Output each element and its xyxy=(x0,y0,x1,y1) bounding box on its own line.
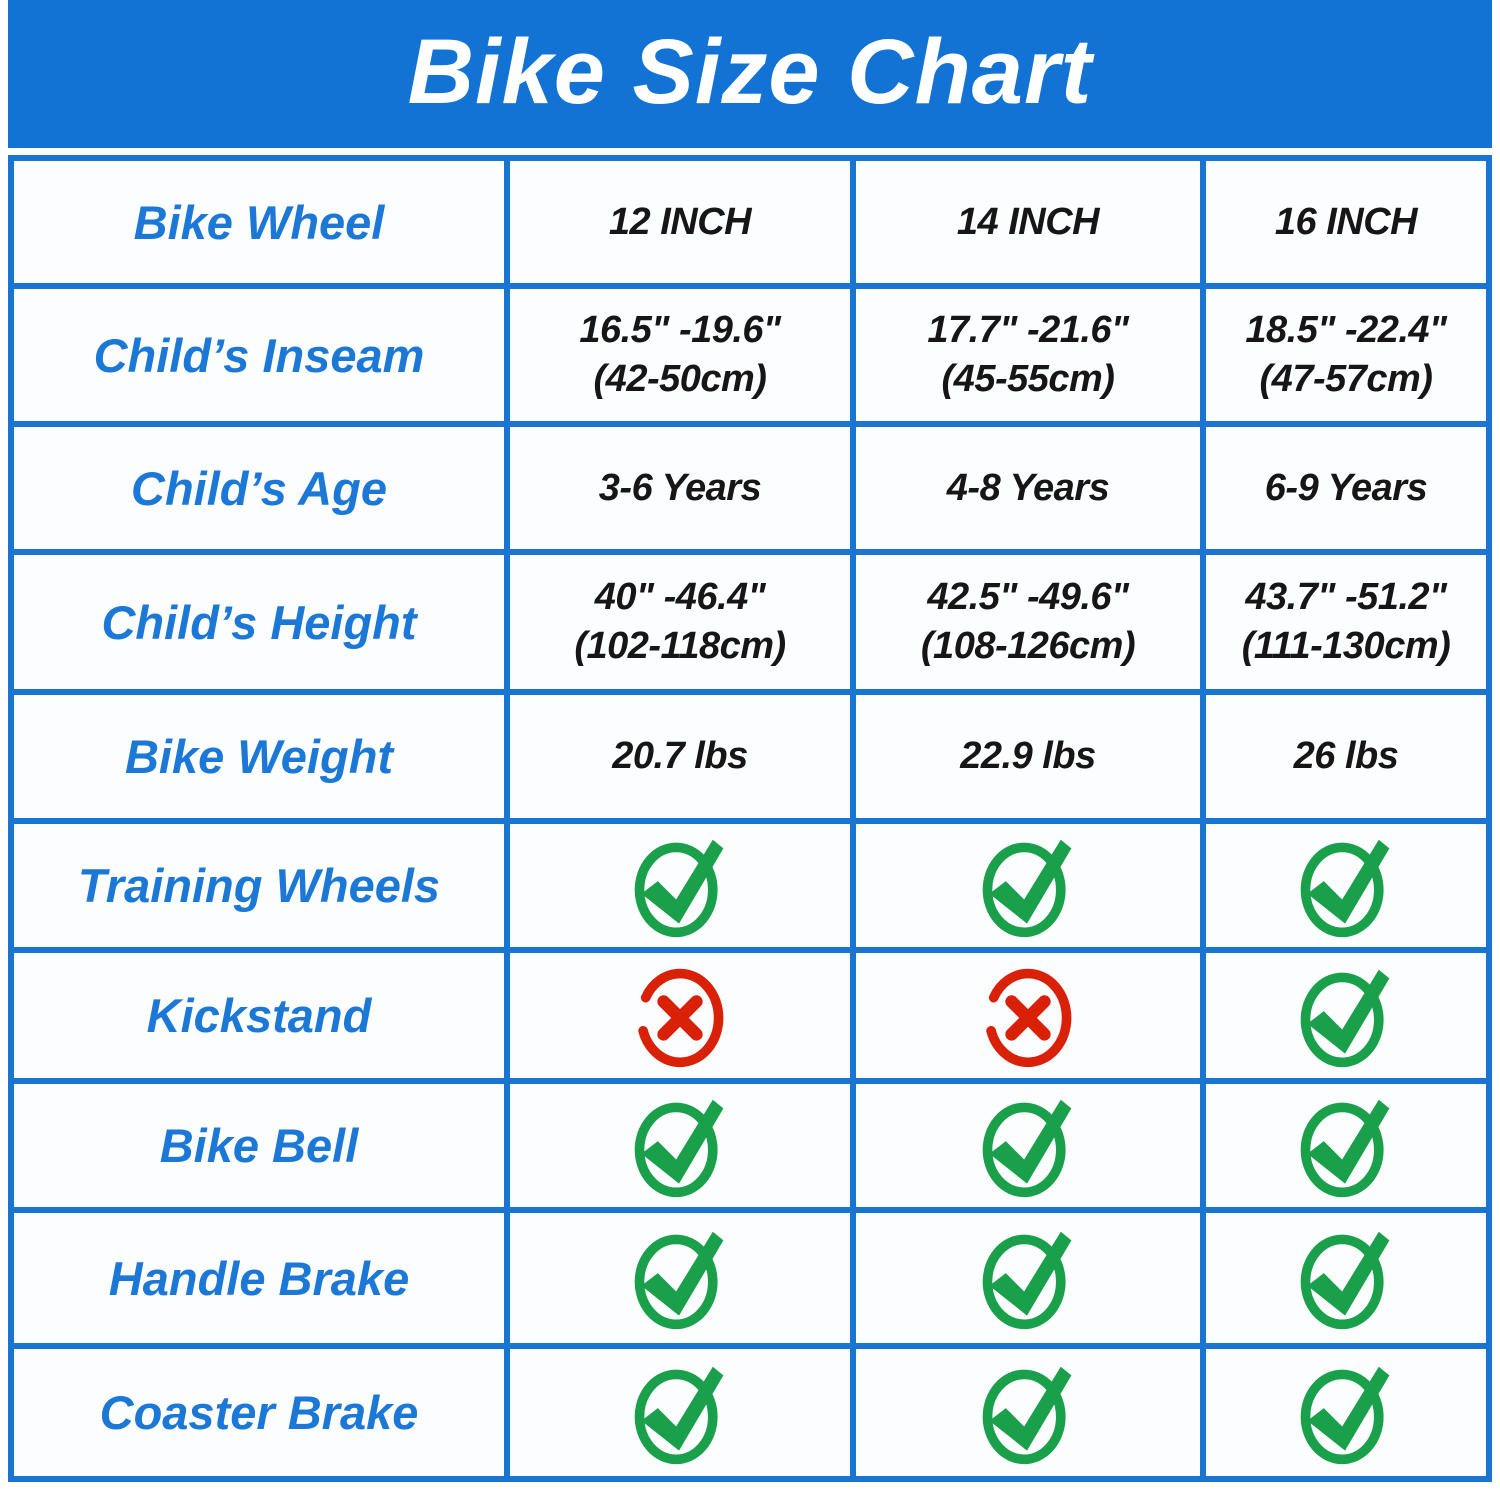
inseam-inches: 17.7" -21.6" xyxy=(927,309,1129,352)
height-cm: (111-130cm) xyxy=(1241,625,1451,667)
check-icon xyxy=(634,1099,724,1197)
height-cm: (102-118cm) xyxy=(574,625,786,667)
check-icon xyxy=(634,839,724,937)
cell-childs-inseam-16inch: 18.5" -22.4" (47-57cm) xyxy=(1206,289,1486,421)
inseam-cm: (47-57cm) xyxy=(1259,358,1433,400)
cell-childs-age-16inch: 6-9 Years xyxy=(1206,427,1486,549)
check-icon xyxy=(1300,1231,1390,1330)
row-label-coaster-brake: Coaster Brake xyxy=(14,1349,504,1476)
cell-kickstand-16inch xyxy=(1206,953,1486,1078)
cell-coaster-brake-12inch xyxy=(510,1349,850,1476)
height-inches: 40" -46.4" xyxy=(594,576,766,619)
cell-handle-brake-16inch xyxy=(1206,1213,1486,1343)
page-title: Bike Size Chart xyxy=(407,21,1093,123)
cell-bike-weight-16inch: 26 lbs xyxy=(1206,695,1486,818)
cell-training-wheels-12inch xyxy=(510,824,850,947)
height-inches: 43.7" -51.2" xyxy=(1245,576,1447,619)
cell-bike-wheel-12inch: 12 INCH xyxy=(510,161,850,283)
row-label-training-wheels: Training Wheels xyxy=(14,824,504,947)
cell-training-wheels-14inch xyxy=(856,824,1200,947)
cell-childs-age-14inch: 4-8 Years xyxy=(856,427,1200,549)
cell-bike-weight-14inch: 22.9 lbs xyxy=(856,695,1200,818)
cell-bike-wheel-16inch: 16 INCH xyxy=(1206,161,1486,283)
check-icon xyxy=(1300,1099,1390,1197)
height-inches: 42.5" -49.6" xyxy=(927,576,1129,619)
cell-training-wheels-16inch xyxy=(1206,824,1486,947)
cell-childs-inseam-14inch: 17.7" -21.6" (45-55cm) xyxy=(856,289,1200,421)
cell-bike-bell-12inch xyxy=(510,1084,850,1207)
cross-icon xyxy=(636,968,724,1067)
row-label-kickstand: Kickstand xyxy=(14,953,504,1078)
cell-childs-inseam-12inch: 16.5" -19.6" (42-50cm) xyxy=(510,289,850,421)
cell-coaster-brake-14inch xyxy=(856,1349,1200,1476)
cell-bike-weight-12inch: 20.7 lbs xyxy=(510,695,850,818)
row-label-childs-height: Child’s Height xyxy=(14,555,504,689)
check-icon xyxy=(634,1231,724,1330)
check-icon xyxy=(634,1366,724,1464)
check-icon xyxy=(982,1366,1072,1464)
check-icon xyxy=(1300,839,1390,937)
cell-kickstand-14inch xyxy=(856,953,1200,1078)
cell-bike-wheel-14inch: 14 INCH xyxy=(856,161,1200,283)
cell-childs-height-12inch: 40" -46.4" (102-118cm) xyxy=(510,555,850,689)
cell-handle-brake-12inch xyxy=(510,1213,850,1343)
cell-childs-height-16inch: 43.7" -51.2" (111-130cm) xyxy=(1206,555,1486,689)
check-icon xyxy=(1300,969,1390,1067)
bike-size-table: Bike Wheel 12 INCH 14 INCH 16 INCH Child… xyxy=(8,155,1492,1482)
cell-childs-height-14inch: 42.5" -49.6" (108-126cm) xyxy=(856,555,1200,689)
row-label-bike-wheel: Bike Wheel xyxy=(14,161,504,283)
check-icon xyxy=(982,1099,1072,1197)
cell-childs-age-12inch: 3-6 Years xyxy=(510,427,850,549)
check-icon xyxy=(982,1231,1072,1330)
inseam-inches: 16.5" -19.6" xyxy=(579,309,781,352)
check-icon xyxy=(1300,1366,1390,1464)
check-icon xyxy=(982,839,1072,937)
cell-bike-bell-14inch xyxy=(856,1084,1200,1207)
cell-bike-bell-16inch xyxy=(1206,1084,1486,1207)
cross-icon xyxy=(984,968,1072,1067)
height-cm: (108-126cm) xyxy=(920,625,1136,667)
inseam-cm: (42-50cm) xyxy=(593,358,767,400)
row-label-childs-inseam: Child’s Inseam xyxy=(14,289,504,421)
cell-kickstand-12inch xyxy=(510,953,850,1078)
inseam-cm: (45-55cm) xyxy=(941,358,1115,400)
row-label-handle-brake: Handle Brake xyxy=(14,1213,504,1343)
cell-coaster-brake-16inch xyxy=(1206,1349,1486,1476)
row-label-childs-age: Child’s Age xyxy=(14,427,504,549)
row-label-bike-weight: Bike Weight xyxy=(14,695,504,818)
row-label-bike-bell: Bike Bell xyxy=(14,1084,504,1207)
title-banner: Bike Size Chart xyxy=(8,0,1492,148)
inseam-inches: 18.5" -22.4" xyxy=(1245,309,1447,352)
cell-handle-brake-14inch xyxy=(856,1213,1200,1343)
